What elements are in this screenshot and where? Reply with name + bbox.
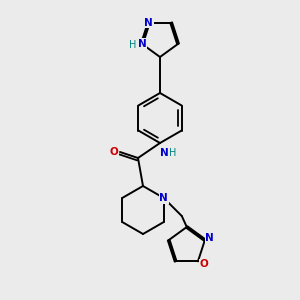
Text: H: H [129, 40, 137, 50]
Text: O: O [200, 260, 208, 269]
Text: O: O [110, 147, 118, 157]
Text: H: H [169, 148, 177, 158]
Text: N: N [159, 193, 168, 203]
Text: N: N [206, 233, 214, 243]
Text: N: N [145, 18, 153, 28]
Text: N: N [160, 148, 168, 158]
Text: N: N [138, 39, 146, 49]
